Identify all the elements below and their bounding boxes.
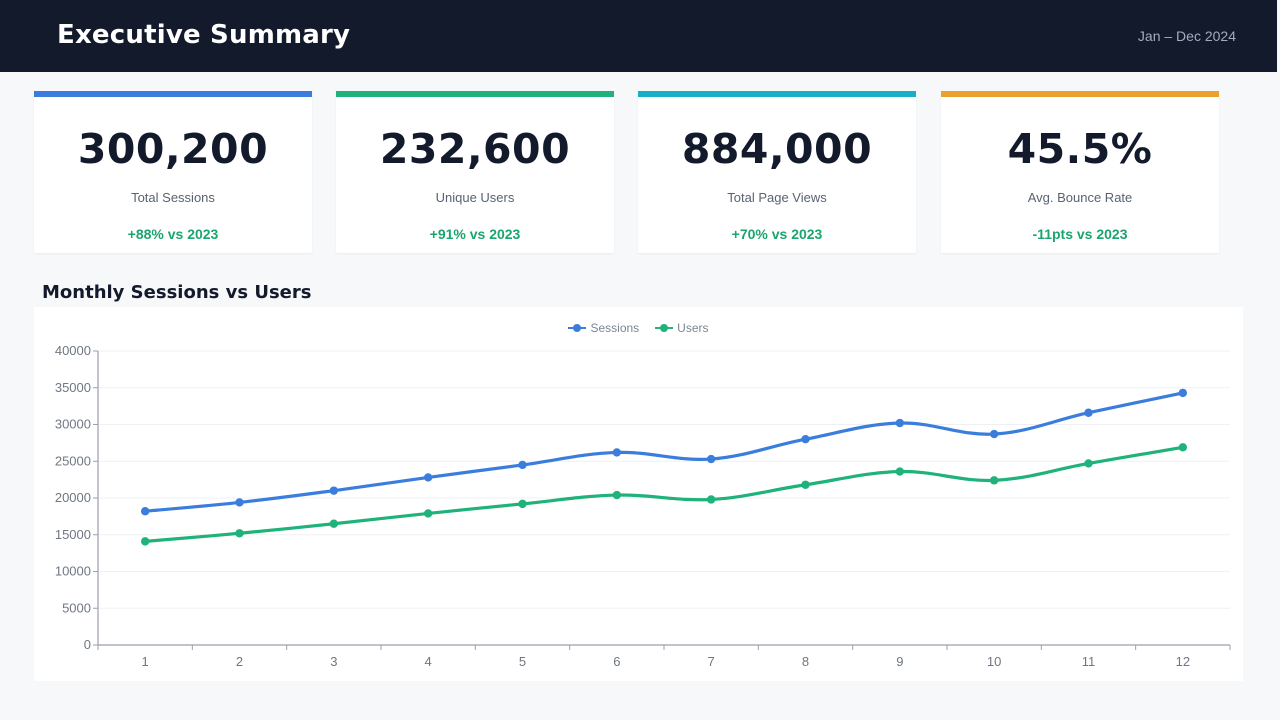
y-tick-label: 5000 [62,600,91,615]
data-point-users [329,519,339,528]
data-point-sessions [235,498,244,507]
x-tick-label: 12 [1176,654,1190,669]
kpi-delta: +70% vs 2023 [731,226,823,242]
data-point-users [801,480,810,489]
kpi-value: 300,200 [77,125,269,173]
data-point-users [140,537,150,546]
chart-legend: Sessions Users [34,321,1243,335]
data-point-sessions [612,448,622,457]
data-point-sessions [706,454,716,464]
x-tick-label: 5 [519,654,526,669]
y-tick-label: 0 [84,637,91,652]
x-tick-label: 2 [236,654,243,669]
x-tick-label: 1 [142,654,149,669]
data-point-users [235,529,244,538]
kpi-card-bounce-rate: 45.5% Avg. Bounce Rate -11pts vs 2023 [941,91,1219,253]
kpi-card-page-views: 884,000 Total Page Views +70% vs 2023 [638,91,916,253]
kpi-delta: -11pts vs 2023 [1032,226,1128,242]
y-tick-label: 25000 [55,453,91,468]
legend-label: Users [677,321,709,335]
kpi-value: 232,600 [379,125,571,173]
chart-heading: Monthly Sessions vs Users [42,282,312,303]
legend-item-sessions[interactable]: Sessions [568,321,639,335]
data-point-sessions [518,460,527,470]
x-tick-label: 7 [708,654,715,669]
legend-marker-icon [568,323,587,333]
x-tick-label: 9 [896,654,903,669]
kpi-label: Total Page Views [727,190,827,205]
kpi-label: Total Sessions [131,190,215,205]
y-tick-label: 20000 [55,490,91,505]
line-chart: 0 5000 10000 15000 20000 25000 30000 35000 40000… [55,343,1231,669]
kpi-value: 45.5% [1007,125,1153,173]
x-tick-label: 10 [987,654,1001,669]
data-point-users [706,495,716,504]
data-point-sessions [989,429,999,439]
x-tick-label: 11 [1082,654,1096,669]
y-tick-label: 35000 [55,380,91,395]
kpi-label: Avg. Bounce Rate [1027,190,1133,205]
x-tick-label: 3 [330,654,337,669]
kpi-label: Unique Users [435,190,515,205]
legend-item-users[interactable]: Users [655,321,709,335]
kpi-delta: +88% vs 2023 [127,226,219,242]
legend-label: Sessions [590,321,640,335]
y-tick-label: 10000 [55,564,91,579]
page-title: Executive Summary [57,20,351,50]
data-point-users [612,490,622,500]
data-point-sessions [1084,408,1093,417]
data-point-users [518,499,527,509]
legend-marker-icon [655,323,674,333]
chart-panel: Sessions Users 0 5000 10000 15000 20000 25000… [34,307,1243,681]
data-point-sessions [1178,388,1188,398]
y-tick-label: 15000 [55,527,91,542]
kpi-value: 884,000 [681,125,873,173]
data-point-sessions [423,473,433,482]
data-point-sessions [140,507,150,516]
data-point-users [1084,459,1093,468]
header-bar: Executive Summary Jan – Dec 2024 [0,0,1277,72]
kpi-delta: +91% vs 2023 [429,226,521,242]
data-point-sessions [329,486,339,495]
series-line-sessions [143,391,1185,513]
data-point-users [895,467,905,476]
data-point-sessions [801,435,810,444]
y-tick-label: 40000 [55,343,91,358]
kpi-card-users: 232,600 Unique Users +91% vs 2023 [336,91,614,253]
data-point-users [989,476,999,485]
date-range: Jan – Dec 2024 [1137,28,1236,44]
y-tick-label: 30000 [55,417,91,432]
kpi-card-sessions: 300,200 Total Sessions +88% vs 2023 [34,91,312,253]
x-tick-label: 6 [613,654,620,669]
data-point-users [423,509,433,518]
x-tick-label: 8 [802,654,809,669]
series-line-users [143,445,1185,543]
data-point-users [1178,443,1188,452]
x-tick-label: 4 [425,654,432,669]
data-point-sessions [895,418,905,428]
